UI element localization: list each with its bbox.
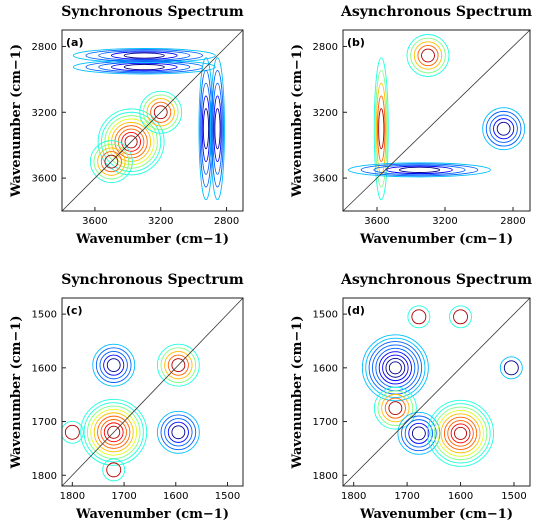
y-axis-label: Wavenumber (cm−1) — [9, 315, 24, 469]
contour-peak — [427, 399, 494, 467]
contour-peak — [210, 57, 225, 201]
chart-panel-1: 3600 3200 2800 2800 3200 3600 Asynchronous Spe… — [290, 4, 532, 247]
y-tick-label: 1500 — [32, 310, 57, 321]
contour-peak — [361, 334, 429, 402]
x-axis-label: Wavenumber (cm−1) — [359, 507, 513, 522]
y-tick-label: 2800 — [313, 42, 338, 53]
contour-peak — [406, 34, 450, 77]
contour-peak — [373, 386, 417, 430]
x-tick-label: 1700 — [111, 491, 136, 502]
x-tick-label: 3200 — [432, 216, 457, 227]
contour-peak — [156, 410, 200, 454]
x-tick-label: 1700 — [394, 491, 419, 502]
contour-peak — [139, 90, 183, 134]
contour-peak — [89, 140, 133, 184]
y-tick-label: 1700 — [313, 417, 338, 428]
y-tick-label: 1600 — [32, 363, 57, 374]
panel-label: (d) — [347, 304, 365, 317]
chart-title: Asynchronous Spectrum — [340, 4, 532, 20]
x-tick-label: 1600 — [163, 491, 188, 502]
contour-peak — [97, 108, 165, 176]
y-tick-label: 1800 — [313, 471, 338, 482]
panel-label: (b) — [347, 36, 365, 49]
y-tick-label: 1700 — [32, 417, 57, 428]
chart-title: Asynchronous Spectrum — [340, 272, 532, 288]
contour-peak — [397, 411, 441, 455]
contour-peak — [449, 305, 472, 329]
y-tick-label: 3200 — [32, 108, 57, 119]
plot-frame — [342, 297, 531, 487]
x-tick-label: 2800 — [214, 216, 239, 227]
contour-peak — [407, 305, 431, 329]
y-tick-label: 3200 — [313, 108, 338, 119]
diagonal-line — [61, 29, 244, 212]
panel-label: (a) — [66, 36, 83, 49]
contour-peak — [156, 343, 200, 387]
x-tick-label: 1500 — [501, 491, 526, 502]
diagonal-line — [61, 297, 244, 487]
y-tick-label: 2800 — [32, 42, 57, 53]
contour-peak — [72, 48, 216, 63]
plot-frame — [342, 29, 531, 212]
x-tick-label: 1600 — [448, 491, 473, 502]
x-axis-label: Wavenumber (cm−1) — [75, 507, 229, 522]
chart-panel-2: 1800 1700 1600 1500 1500 1600 1700 1800 Synchron… — [9, 272, 244, 522]
y-tick-label: 1600 — [313, 363, 338, 374]
y-axis-label: Wavenumber (cm−1) — [290, 44, 305, 198]
x-tick-label: 1800 — [341, 491, 366, 502]
y-tick-label: 3600 — [32, 174, 57, 185]
x-tick-label: 2800 — [500, 216, 525, 227]
contour-peak — [482, 107, 526, 151]
diagonal-line — [342, 29, 531, 212]
contour-peak — [62, 420, 84, 444]
x-axis-label: Wavenumber (cm−1) — [359, 232, 513, 247]
x-tick-label: 3600 — [364, 216, 389, 227]
x-tick-label: 1800 — [60, 491, 85, 502]
y-tick-label: 1500 — [313, 310, 338, 321]
contour-peak — [80, 398, 148, 466]
x-tick-label: 3200 — [148, 216, 173, 227]
x-tick-label: 3600 — [82, 216, 107, 227]
chart-title: Synchronous Spectrum — [61, 272, 244, 288]
plot-frame — [61, 297, 244, 487]
contour-peak — [92, 343, 136, 387]
x-tick-label: 1500 — [215, 491, 240, 502]
y-tick-label: 3600 — [313, 174, 338, 185]
y-axis-label: Wavenumber (cm−1) — [9, 44, 24, 198]
plot-frame — [61, 29, 244, 212]
y-axis-label: Wavenumber (cm−1) — [290, 315, 305, 469]
chart-panel-0: 3600 3200 2800 2800 3200 3600 Synchronous Spec… — [9, 4, 244, 247]
panel-label: (c) — [66, 304, 83, 317]
contour-peak — [348, 162, 491, 178]
contour-peak — [499, 356, 523, 380]
contour-peak — [373, 57, 389, 201]
contour-peak — [102, 458, 126, 482]
chart-title: Synchronous Spectrum — [61, 4, 244, 20]
diagonal-line — [342, 297, 531, 487]
chart-panel-3: 1800 1700 1600 1500 1500 1600 1700 1800 Asynchro… — [290, 272, 532, 522]
y-tick-label: 1800 — [32, 471, 57, 482]
x-axis-label: Wavenumber (cm−1) — [75, 232, 229, 247]
